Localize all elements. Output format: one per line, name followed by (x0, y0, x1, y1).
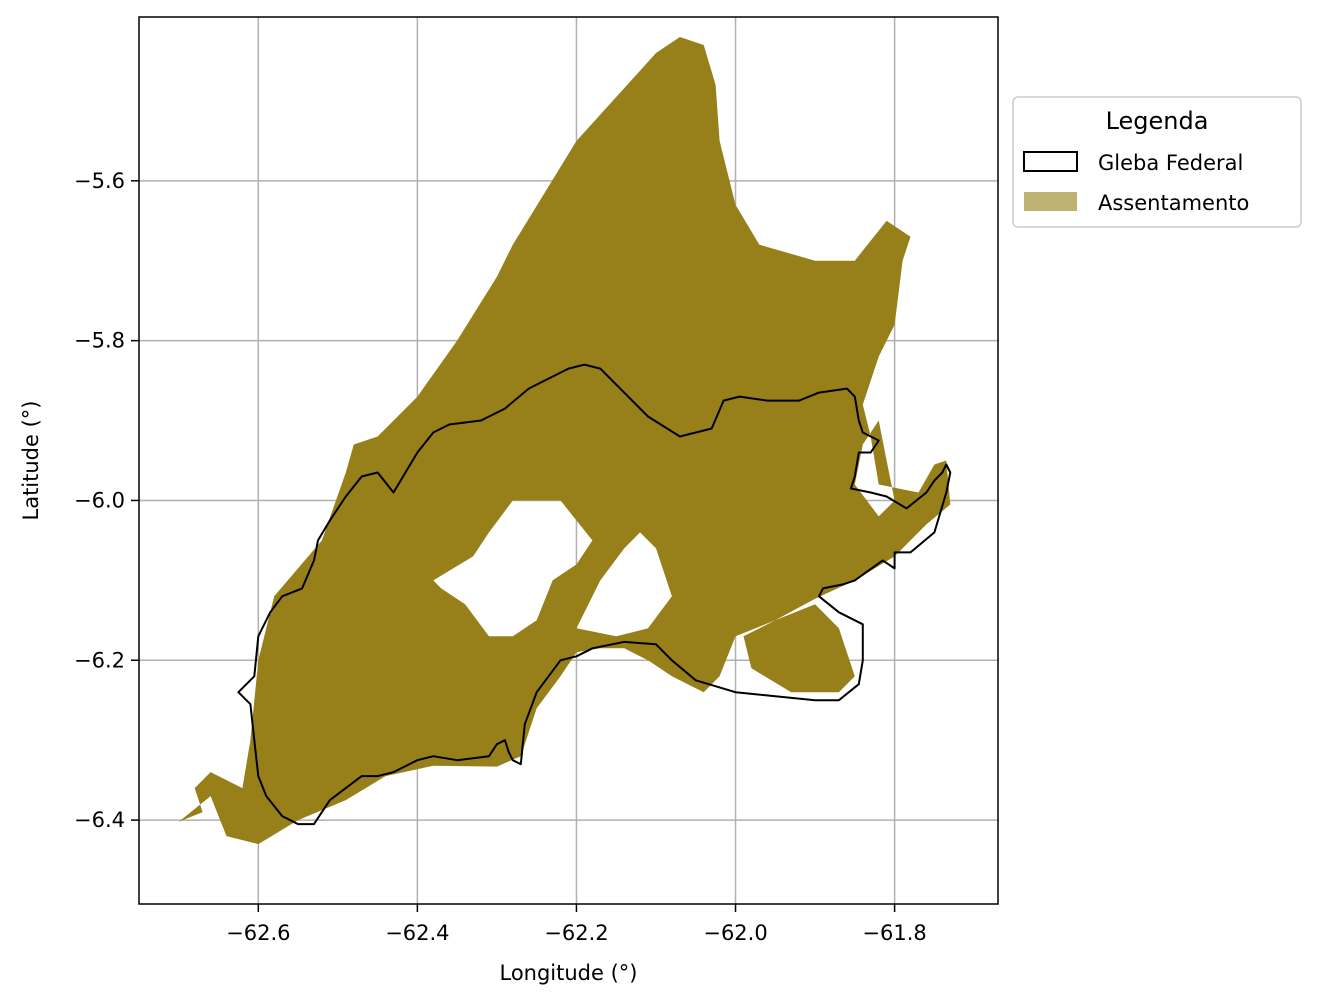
y-tick-label: −6.0 (74, 488, 125, 512)
legend-swatch-assentamento (1024, 192, 1077, 211)
x-axis-ticks: −62.6 −62.4 −62.2 −62.0 −61.8 (226, 904, 927, 945)
assentamento-polygon (178, 37, 951, 845)
y-tick-label: −5.6 (74, 169, 125, 193)
y-axis-label: Latitude (°) (19, 401, 43, 521)
legend-title: Legenda (1106, 107, 1209, 135)
legend: Legenda Gleba Federal Assentamento (1012, 96, 1302, 228)
assentamento-layer (178, 37, 951, 845)
y-axis-ticks: −5.6 −5.8 −6.0 −6.2 −6.4 (74, 169, 139, 832)
plot-frame (138, 16, 999, 905)
x-tick-label: −62.4 (385, 921, 449, 945)
legend-label-gleba-federal: Gleba Federal (1098, 151, 1243, 175)
x-tick-label: −62.0 (703, 921, 767, 945)
y-tick-label: −6.4 (74, 808, 125, 832)
x-tick-label: −62.6 (226, 921, 290, 945)
gleba-federal-polygon (237, 363, 952, 826)
legend-box (1012, 96, 1302, 228)
gleba-federal-layer (237, 363, 952, 826)
legend-label-assentamento: Assentamento (1098, 191, 1249, 215)
x-axis-label: Longitude (°) (499, 961, 637, 985)
x-tick-label: −62.2 (544, 921, 608, 945)
y-tick-label: −5.8 (74, 329, 125, 353)
x-tick-label: −61.8 (862, 921, 926, 945)
legend-swatch-gleba-federal (1023, 151, 1078, 172)
y-tick-label: −6.2 (74, 648, 125, 672)
